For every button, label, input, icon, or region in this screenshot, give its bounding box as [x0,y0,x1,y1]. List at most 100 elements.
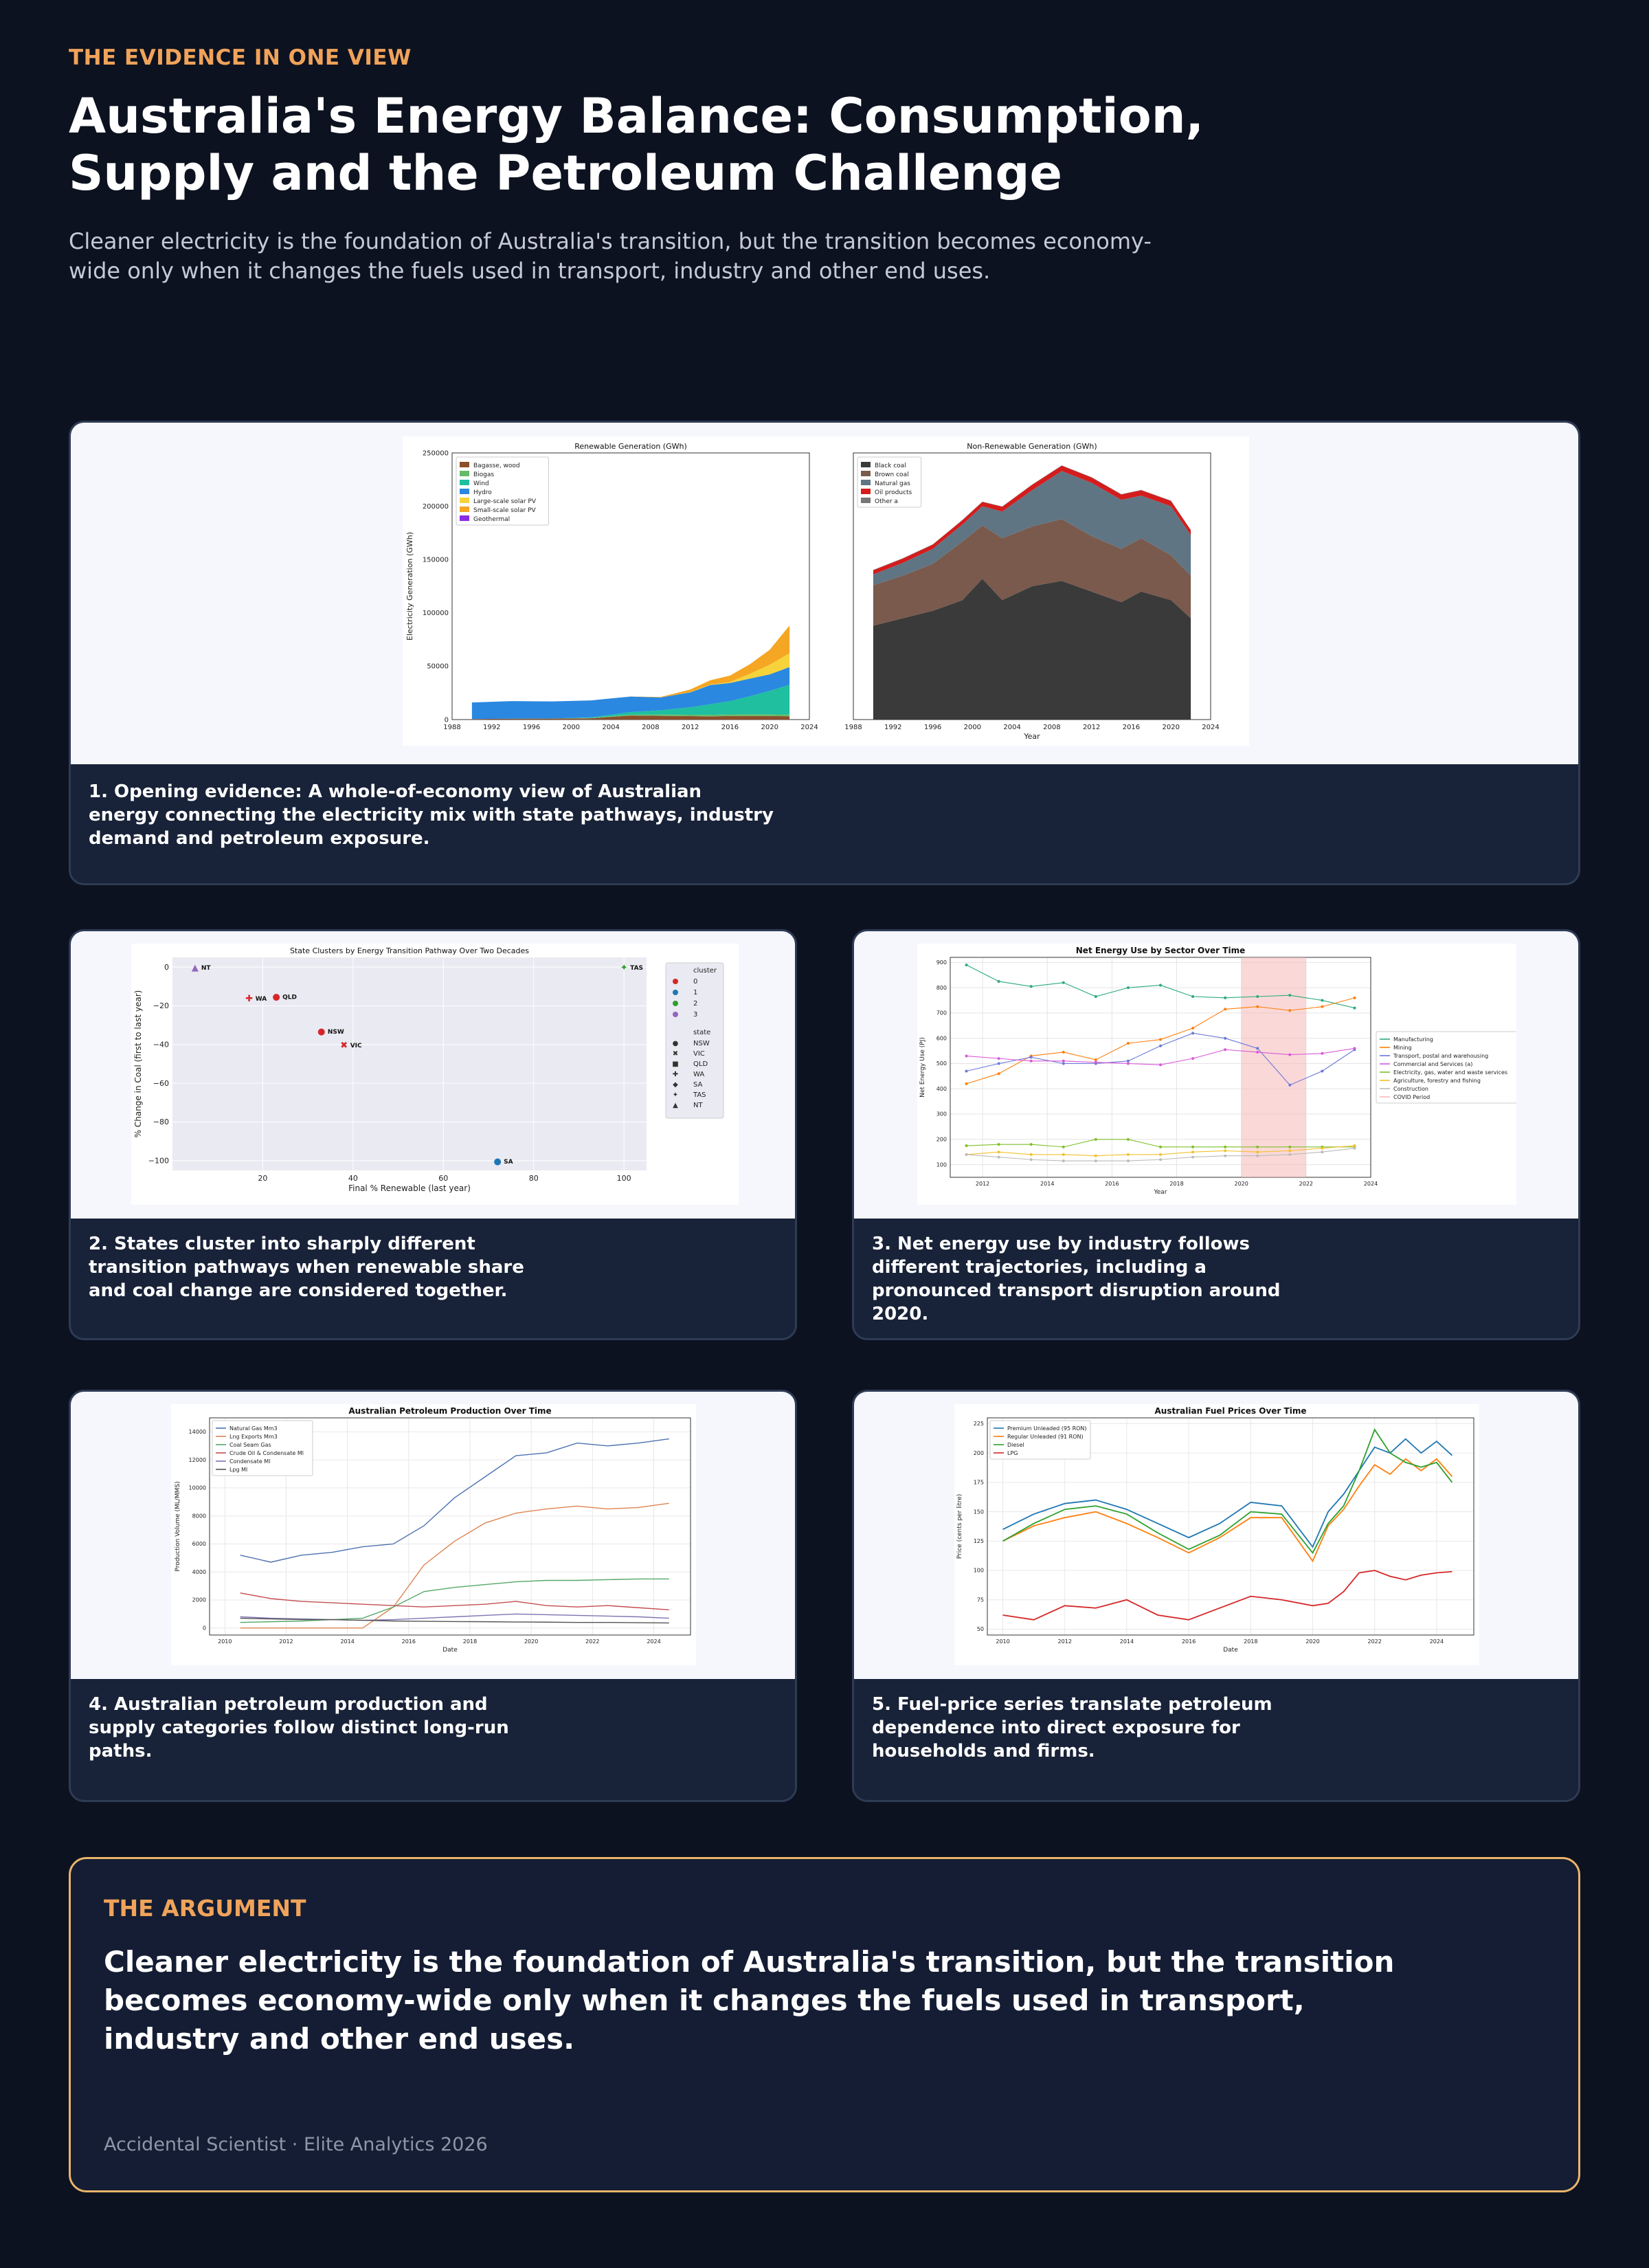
x-tick-label: 2014 [340,1638,354,1645]
y-tick-label: −60 [153,1079,169,1088]
state-marker: ● [493,1157,501,1167]
legend-label: Black coal [875,463,906,469]
covid-period-band [1241,957,1306,1177]
series-point [1353,996,1356,999]
series-line [240,1617,669,1624]
series-point [1094,1137,1097,1141]
x-tick-label: 2020 [524,1638,538,1645]
chart-title: Australian Petroleum Production Over Tim… [348,1406,551,1416]
area-series [873,579,1191,720]
y-tick-label: 250000 [423,449,449,457]
legend-label: 1 [693,989,697,997]
series-line [1002,1428,1453,1555]
legend-label: Premium Unleaded (95 RON) [1007,1425,1087,1432]
y-tick-label: 200 [974,1450,984,1456]
x-axis-label: Final % Renewable (last year) [348,1183,471,1193]
legend-label: Transport, postal and warehousing [1393,1053,1488,1059]
y-tick-label: 50 [977,1626,984,1632]
x-tick-label: 2014 [1040,1181,1054,1187]
y-tick-label: 150 [974,1509,984,1515]
argument-label: THE ARGUMENT [104,1895,306,1922]
y-tick-label: 4000 [192,1569,206,1575]
legend-label: Other a [875,498,898,505]
x-tick-label: 2010 [218,1638,232,1645]
legend-label: 0 [693,978,697,986]
legend-label: Mining [1393,1045,1412,1051]
series-point [1191,1032,1195,1035]
area-series [471,667,790,720]
state-label: WA [256,996,267,1003]
evidence-card-1: 1988 1992 1996 2000 2004 2008 2012 2016 2020 2024… [69,421,1580,885]
card-caption: 5. Fuel-price series translate petroleum… [872,1694,1272,1761]
series-point [1062,1153,1065,1156]
x-tick-label: 2004 [1003,724,1020,731]
x-axis-label: Year [1023,732,1040,741]
series-point [1126,1042,1130,1045]
footer-credit: Accidental Scientist · Elite Analytics 2… [104,2134,488,2155]
state-marker: ▲ [192,963,199,973]
x-tick-label: 80 [529,1174,539,1183]
series-point [1321,1146,1324,1150]
plot-frame [950,957,1371,1178]
legend-label: Geothermal [473,516,510,523]
y-tick-label: 300 [936,1111,947,1118]
x-tick-label: 2012 [279,1638,293,1645]
evidence-card-2: 20 40 60 80 100 0 −20 −40 −60 −80 −100 State Cluste… [69,929,797,1340]
legend-marker: ■ [672,1060,678,1068]
y-tick-label: 14000 [189,1429,206,1435]
legend-label: SA [693,1081,703,1089]
figure-panel: 2012 2014 2016 2018 2020 2022 2024 100 200 300 400… [854,931,1578,1219]
series-point [1062,1145,1065,1148]
series-point [1126,1153,1130,1156]
area-series [873,471,1191,586]
series-point [997,1072,1000,1076]
legend-box [212,1420,313,1476]
area-series [873,465,1191,575]
legend-label: Commercial and Services (a) [1393,1061,1472,1067]
x-tick-label: 2020 [761,724,778,731]
series-point [1191,1150,1195,1154]
y-axis-label: Net Energy Use (PJ) [919,1037,926,1098]
series-point [1029,985,1033,988]
y-tick-label: 800 [936,985,947,991]
legend-swatch [861,489,871,494]
series-point [997,1057,1000,1060]
x-tick-label: 2024 [1364,1181,1378,1187]
legend-label: NT [693,1102,703,1109]
series-point [1029,1059,1033,1063]
y-tick-label: 225 [974,1421,984,1427]
legend-label: Lng Exports Mm3 [229,1434,278,1440]
x-tick-label: 2012 [682,724,699,731]
legend-label: Natural gas [875,480,910,487]
legend-title: cluster [693,967,717,975]
legend-label: Diesel [1007,1442,1024,1448]
series-point [1094,995,1097,999]
series-point [1159,1063,1162,1067]
series-point [1256,1150,1259,1154]
state-marker: ● [272,992,280,1002]
x-tick-label: 1996 [523,724,540,731]
legend-label: Bagasse, wood [473,463,520,469]
y-tick-label: 100 [974,1568,984,1574]
state-label: NT [201,965,212,972]
legend-swatch [460,462,469,467]
y-tick-label: 12000 [189,1457,206,1463]
legend-label: Condensate Ml [229,1458,270,1465]
eyebrow: THE EVIDENCE IN ONE VIEW [69,45,412,70]
series-point [997,979,1000,983]
y-tick-label: 2000 [192,1597,206,1603]
petroleum-production-chart: 2010 2012 2014 2016 2018 2020 2022 2024 0 2000 400… [175,1406,691,1654]
y-tick-label: 600 [936,1035,947,1041]
legend-label: Brown coal [875,471,909,478]
y-tick-label: 175 [974,1480,984,1486]
x-tick-label: 20 [258,1174,267,1183]
x-tick-label: 1992 [884,724,901,731]
series-point [1256,1145,1259,1148]
card-caption: 2. States cluster into sharply different… [89,1234,524,1301]
legend-label: Construction [1393,1086,1428,1092]
area-series [471,685,790,720]
x-tick-label: 2020 [1305,1638,1319,1645]
series-point [1159,1153,1162,1156]
legend-marker: ▲ [673,1102,678,1109]
